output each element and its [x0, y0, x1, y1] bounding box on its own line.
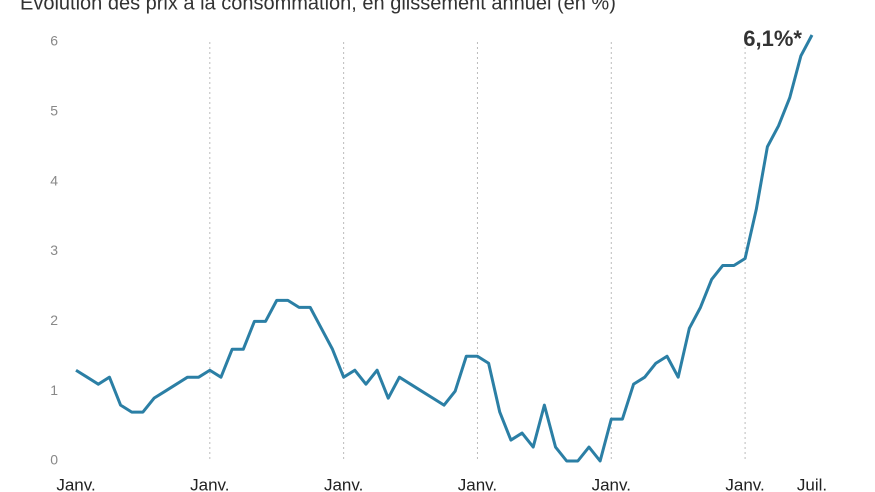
y-tick-label: 3: [50, 242, 58, 258]
annotation: 6,1%*: [743, 26, 802, 51]
line: [75, 34, 814, 463]
y-tick-label: 4: [50, 172, 58, 188]
y-tick-label: 1: [50, 382, 58, 398]
y-tick-label: 0: [50, 452, 58, 468]
x-tick-label: Janv.: [725, 475, 764, 492]
x-tick-label: Juil.: [797, 475, 827, 492]
y-tick-label: 6: [50, 33, 58, 49]
y-tick-label: 5: [50, 103, 58, 119]
x-tick-label: Janv.: [458, 475, 497, 492]
chart-title: Évolution des prix à la consommation, en…: [20, 0, 616, 14]
y-tick-label: 2: [50, 312, 58, 328]
x-tick-label: Janv.: [56, 475, 95, 492]
x-tick-label: Janv.: [190, 475, 229, 492]
x-tick-label: Janv.: [592, 475, 631, 492]
x-tick-label: Janv.: [324, 475, 363, 492]
